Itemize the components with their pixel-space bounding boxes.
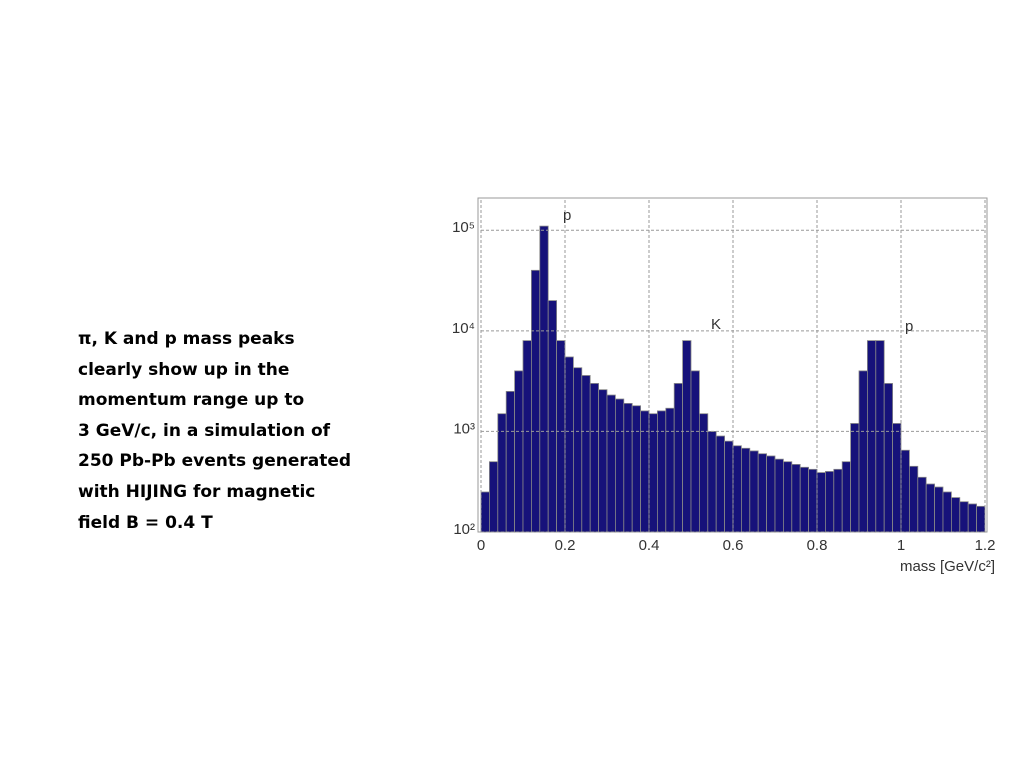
y-tick-label: 10² [453, 521, 475, 538]
bar [556, 340, 566, 533]
bar [623, 402, 633, 533]
bar [766, 455, 776, 533]
bar [867, 340, 877, 533]
bar [573, 367, 583, 533]
bar [724, 440, 734, 533]
bar [749, 450, 759, 533]
bar [925, 483, 936, 533]
bar [942, 491, 952, 533]
bar [690, 370, 700, 533]
bar [640, 410, 650, 533]
bar [951, 497, 961, 533]
text-line: π, K and p mass peaks [78, 329, 295, 349]
bar [783, 461, 793, 533]
y-tick-label: 10⁴ [452, 320, 475, 337]
bar [631, 405, 642, 533]
bar [858, 370, 868, 533]
bar [825, 471, 835, 533]
bar [976, 505, 986, 533]
bar [909, 465, 919, 533]
bar [808, 468, 818, 533]
text-line: clearly show up in the [78, 359, 290, 380]
bar [715, 435, 726, 533]
y-tick-label: 10³ [453, 420, 475, 437]
bar [539, 225, 549, 533]
bar [581, 375, 591, 533]
bar [682, 340, 692, 533]
x-axis-label: mass [GeV/c²] [900, 558, 995, 575]
x-tick-label: 1 [897, 537, 905, 554]
bar [531, 269, 541, 533]
bar [791, 464, 801, 533]
x-tick-label: 0.8 [807, 537, 828, 554]
bar [841, 461, 852, 533]
annotation: p [905, 318, 913, 335]
slide-text: π, K and p mass peaks clearly show up in … [78, 324, 351, 538]
text-line: 250 Pb-Pb events generated [78, 451, 352, 472]
bar [598, 389, 608, 533]
text-line: 3 GeV/c, in a simulation of [78, 420, 331, 441]
bar [959, 501, 969, 533]
bar [707, 431, 717, 533]
text-line: with HIJING for magnetic [78, 481, 316, 502]
text-line: momentum range up to [78, 390, 305, 411]
bar [657, 410, 667, 533]
bar [615, 398, 625, 533]
bar [833, 468, 843, 533]
bar [816, 472, 826, 533]
bar [505, 391, 516, 533]
bar [732, 445, 742, 533]
x-tick-label: 1.2 [975, 537, 996, 554]
bar [850, 423, 860, 533]
bar [892, 423, 902, 533]
x-tick-label: 0.6 [723, 537, 744, 554]
bar [967, 503, 978, 533]
bar [673, 383, 684, 533]
y-tick-label: 10⁵ [452, 219, 475, 236]
bar [900, 449, 910, 533]
bar [883, 383, 894, 533]
bar [757, 453, 768, 533]
bar [934, 486, 944, 533]
x-tick-label: 0 [477, 537, 485, 554]
annotation: K [711, 316, 721, 333]
bar [589, 383, 600, 533]
bar [522, 340, 532, 533]
annotation: p [563, 207, 571, 224]
bar [488, 461, 499, 533]
bar [774, 458, 784, 533]
x-tick-label: 0.4 [639, 537, 660, 554]
bar [741, 447, 751, 533]
bar [480, 491, 490, 533]
text-line: field B = 0.4 T [78, 512, 213, 533]
bar [799, 466, 810, 533]
bar [875, 340, 885, 533]
bar [514, 370, 524, 533]
x-tick-label: 0.2 [555, 537, 576, 554]
bar [606, 394, 616, 533]
bar [564, 356, 574, 533]
bar [547, 300, 558, 533]
bar [665, 407, 675, 533]
bar [917, 476, 927, 533]
